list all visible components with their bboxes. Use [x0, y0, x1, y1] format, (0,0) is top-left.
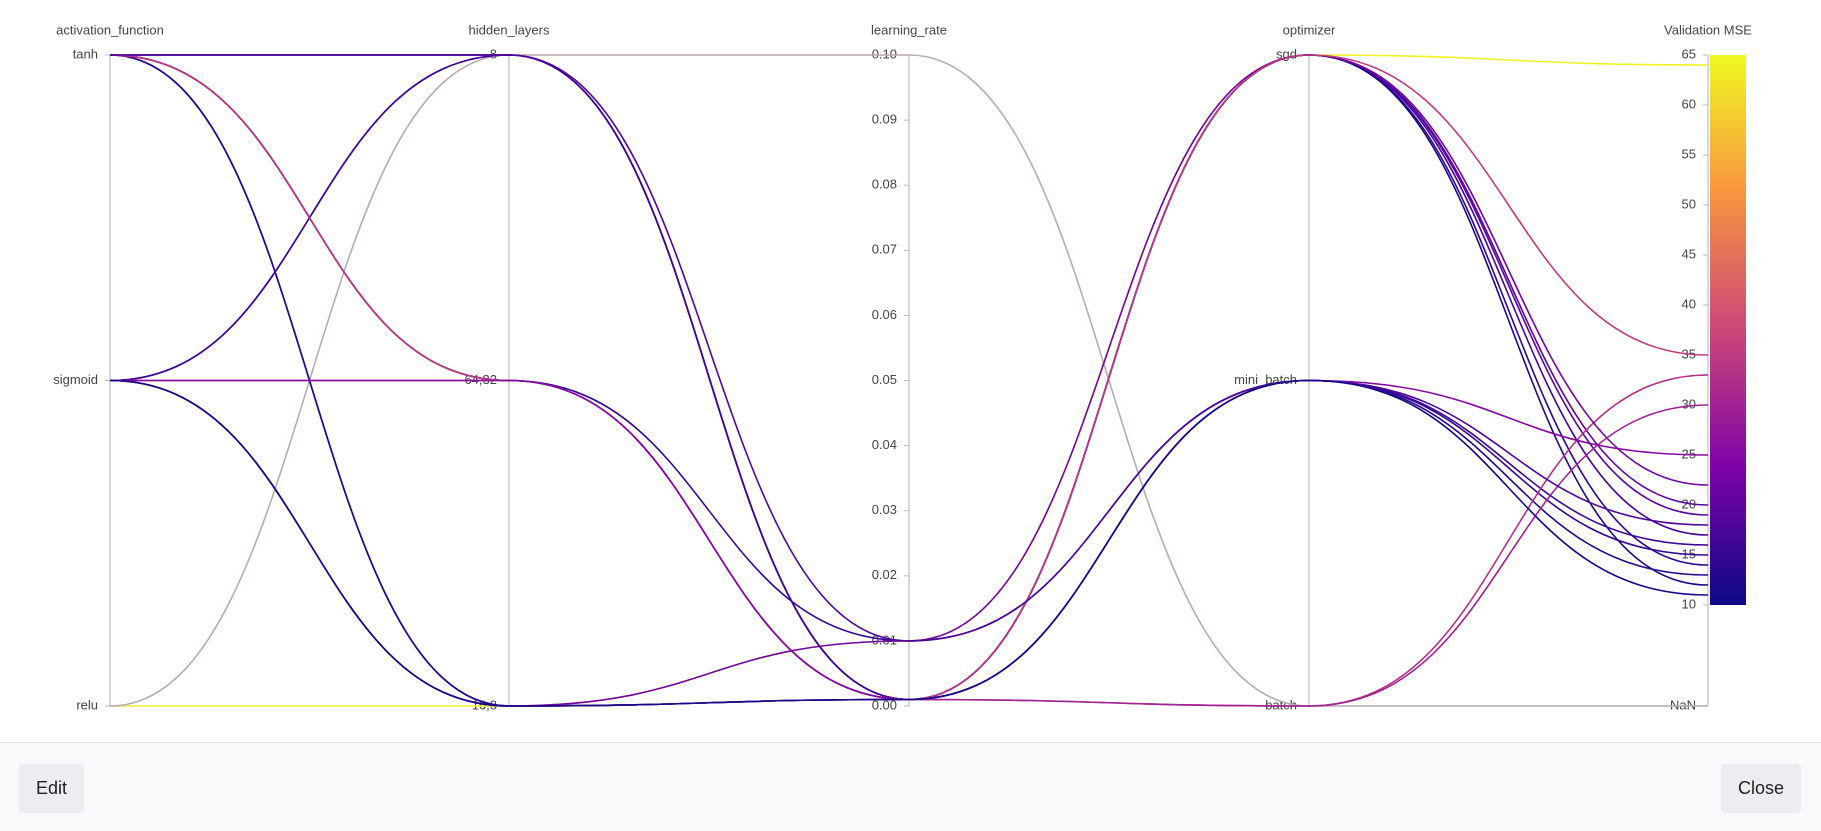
axis-title: Validation MSE [1664, 22, 1752, 37]
axis-tick-label: NaN [1670, 697, 1696, 712]
axis-tick-label: sigmoid [53, 372, 98, 387]
axis-tick-label: 40 [1682, 296, 1696, 311]
axis-tick-label: 50 [1682, 196, 1696, 211]
axis-tick-label: 45 [1682, 246, 1696, 261]
axis-tick-label: sgd [1276, 46, 1297, 61]
axis-tick-label: 0.08 [872, 177, 897, 192]
axis-tick-label: tanh [73, 46, 98, 61]
axis-tick-label: 0.04 [872, 437, 897, 452]
axis-tick-label: 55 [1682, 146, 1696, 161]
run-line [109, 54, 1709, 701]
axis-tick-label: 0.06 [872, 307, 897, 322]
run-line [110, 54, 1709, 642]
axis-tick-label: 0.00 [872, 697, 897, 712]
footer: Edit Close [0, 742, 1821, 831]
run-line [109, 54, 1708, 707]
axis-tick-label: 65 [1682, 46, 1696, 61]
axis-tick-label: 10 [1682, 596, 1696, 611]
axis-title: hidden_layers [469, 22, 550, 37]
axis-tick-label: 60 [1682, 96, 1696, 111]
axis-tick-label: 0.10 [872, 46, 897, 61]
colorbar [1710, 55, 1746, 605]
axis-tick-label: 0.09 [872, 112, 897, 127]
axis-tick-label: 8 [490, 46, 497, 61]
axis-tick-label: relu [76, 697, 98, 712]
axis-tick-label: 25 [1682, 446, 1696, 461]
close-button[interactable]: Close [1720, 764, 1801, 813]
axis-tick-label: 30 [1682, 396, 1696, 411]
run-line [109, 379, 1709, 707]
axis-tick-label: 0.07 [872, 242, 897, 257]
axis-tick-label: 0.05 [872, 372, 897, 387]
axis-tick-label: 0.03 [872, 502, 897, 517]
axis-title: learning_rate [871, 22, 947, 37]
axis-title: optimizer [1283, 22, 1336, 37]
edit-button[interactable]: Edit [19, 764, 85, 813]
axis-title: activation_function [56, 22, 164, 37]
axis-tick-label: 0.02 [872, 567, 897, 582]
run-line [109, 54, 1709, 701]
axis-tick-label: batch [1265, 697, 1297, 712]
